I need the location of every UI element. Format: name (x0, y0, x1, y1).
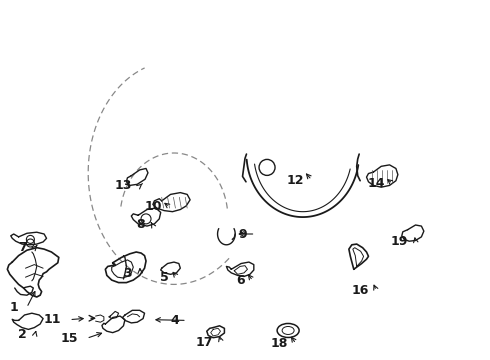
Text: 14: 14 (367, 177, 385, 190)
Text: 19: 19 (391, 235, 408, 248)
Text: 17: 17 (196, 336, 213, 348)
Text: 6: 6 (236, 274, 245, 287)
Text: 16: 16 (351, 284, 368, 297)
Text: 2: 2 (18, 328, 27, 341)
Text: 18: 18 (271, 337, 288, 350)
Text: 4: 4 (170, 314, 179, 327)
Text: 3: 3 (123, 267, 132, 280)
Text: 12: 12 (286, 174, 304, 186)
Text: 1: 1 (10, 301, 19, 314)
Text: 9: 9 (239, 228, 247, 240)
Text: 13: 13 (115, 179, 132, 192)
Text: 15: 15 (61, 332, 78, 345)
Text: 8: 8 (136, 219, 145, 231)
Text: 11: 11 (44, 313, 61, 326)
Text: 10: 10 (144, 201, 162, 213)
Text: 7: 7 (18, 241, 27, 254)
Text: 5: 5 (160, 271, 169, 284)
